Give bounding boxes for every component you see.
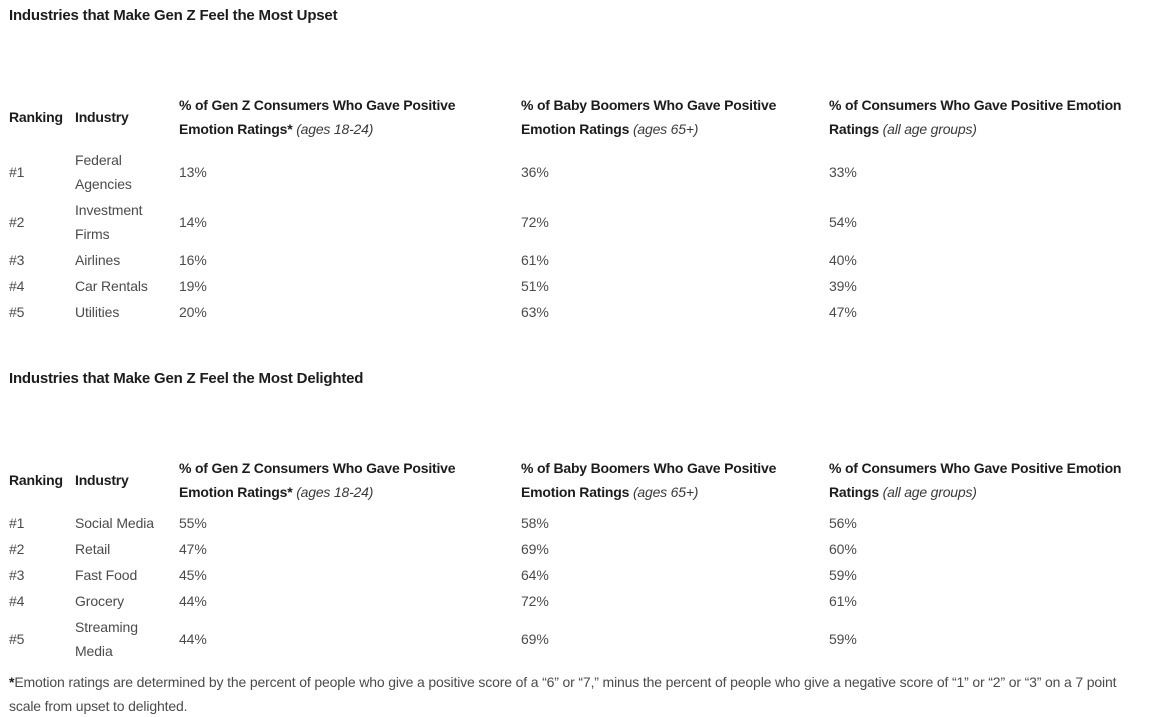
header-boomers-positive: % of Baby Boomers Who Gave Positive Emot…: [521, 456, 829, 504]
header-ranking: Ranking: [9, 109, 63, 125]
cell-ranking: #2: [9, 541, 25, 557]
header-ranking: Ranking: [9, 472, 63, 488]
upset-table-header-row: Ranking Industry % of Gen Z Consumers Wh…: [9, 92, 1144, 142]
table-row: #1 Social Media 55% 58% 56%: [9, 510, 1144, 536]
cell-boomers-pct: 61%: [521, 252, 549, 268]
header-all-consumers-label: % of Consumers Who Gave Positive Emotion…: [829, 97, 1122, 137]
cell-ranking: #5: [9, 304, 25, 320]
delighted-table-header-row: Ranking Industry % of Gen Z Consumers Wh…: [9, 455, 1144, 505]
cell-boomers-pct: 36%: [521, 164, 549, 180]
cell-ranking: #4: [9, 278, 25, 294]
cell-genz-pct: 19%: [179, 278, 207, 294]
table-row: #5 Streaming Media 44% 69% 59%: [9, 614, 1144, 664]
header-genz-positive: % of Gen Z Consumers Who Gave Positive E…: [179, 93, 521, 141]
cell-genz-pct: 20%: [179, 304, 207, 320]
cell-all-pct: 61%: [829, 593, 857, 609]
cell-industry: Investment Firms: [75, 202, 143, 242]
cell-industry: Fast Food: [75, 567, 138, 583]
header-all-consumers-label: % of Consumers Who Gave Positive Emotion…: [829, 460, 1122, 500]
upset-table: Ranking Industry % of Gen Z Consumers Wh…: [9, 92, 1144, 325]
footnote-asterisk: *: [9, 674, 15, 690]
cell-industry: Airlines: [75, 252, 121, 268]
header-industry: Industry: [75, 472, 129, 488]
cell-boomers-pct: 69%: [521, 541, 549, 557]
cell-boomers-pct: 58%: [521, 515, 549, 531]
table-row: #4 Car Rentals 19% 51% 39%: [9, 273, 1144, 299]
cell-ranking: #4: [9, 593, 25, 609]
cell-ranking: #2: [9, 214, 25, 230]
cell-all-pct: 33%: [829, 164, 857, 180]
cell-genz-pct: 55%: [179, 515, 207, 531]
delighted-table-title: Industries that Make Gen Z Feel the Most…: [9, 370, 364, 387]
cell-boomers-pct: 69%: [521, 631, 549, 647]
header-boomers-positive: % of Baby Boomers Who Gave Positive Emot…: [521, 93, 829, 141]
header-genz-label: % of Gen Z Consumers Who Gave Positive E…: [179, 97, 456, 137]
cell-boomers-pct: 72%: [521, 593, 549, 609]
header-boomers-label: % of Baby Boomers Who Gave Positive Emot…: [521, 460, 777, 500]
cell-all-pct: 60%: [829, 541, 857, 557]
table-row: #3 Fast Food 45% 64% 59%: [9, 562, 1144, 588]
emotion-ratings-footnote: *Emotion ratings are determined by the p…: [9, 670, 1142, 717]
table-row: #2 Retail 47% 69% 60%: [9, 536, 1144, 562]
cell-industry: Retail: [75, 541, 111, 557]
cell-all-pct: 47%: [829, 304, 857, 320]
header-boomers-age-note: (ages 65+): [632, 484, 699, 500]
table-row: #1 Federal Agencies 13% 36% 33%: [9, 147, 1144, 197]
cell-industry: Utilities: [75, 304, 120, 320]
cell-all-pct: 54%: [829, 214, 857, 230]
cell-all-pct: 56%: [829, 515, 857, 531]
header-boomers-label: % of Baby Boomers Who Gave Positive Emot…: [521, 97, 777, 137]
cell-ranking: #3: [9, 567, 25, 583]
cell-all-pct: 59%: [829, 567, 857, 583]
cell-industry: Streaming Media: [75, 619, 138, 659]
delighted-table: Ranking Industry % of Gen Z Consumers Wh…: [9, 455, 1144, 664]
cell-all-pct: 39%: [829, 278, 857, 294]
cell-industry: Car Rentals: [75, 278, 148, 294]
cell-boomers-pct: 64%: [521, 567, 549, 583]
table-row: #3 Airlines 16% 61% 40%: [9, 247, 1144, 273]
cell-all-pct: 40%: [829, 252, 857, 268]
header-boomers-age-note: (ages 65+): [632, 121, 699, 137]
header-genz-label: % of Gen Z Consumers Who Gave Positive E…: [179, 460, 456, 500]
cell-genz-pct: 16%: [179, 252, 207, 268]
header-all-consumers-age-note: (all age groups): [882, 484, 977, 500]
cell-genz-pct: 47%: [179, 541, 207, 557]
cell-genz-pct: 44%: [179, 593, 207, 609]
footnote-text: Emotion ratings are determined by the pe…: [9, 674, 1117, 714]
header-genz-age-note: (ages 18-24): [296, 121, 374, 137]
cell-all-pct: 59%: [829, 631, 857, 647]
cell-genz-pct: 13%: [179, 164, 207, 180]
cell-boomers-pct: 51%: [521, 278, 549, 294]
header-all-consumers-age-note: (all age groups): [882, 121, 977, 137]
cell-ranking: #1: [9, 515, 25, 531]
cell-genz-pct: 44%: [179, 631, 207, 647]
cell-ranking: #1: [9, 164, 25, 180]
cell-ranking: #3: [9, 252, 25, 268]
cell-ranking: #5: [9, 631, 25, 647]
cell-industry: Social Media: [75, 515, 154, 531]
table-row: #5 Utilities 20% 63% 47%: [9, 299, 1144, 325]
header-all-consumers-positive: % of Consumers Who Gave Positive Emotion…: [829, 93, 1137, 141]
header-all-consumers-positive: % of Consumers Who Gave Positive Emotion…: [829, 456, 1137, 504]
cell-industry: Federal Agencies: [75, 152, 132, 192]
cell-genz-pct: 14%: [179, 214, 207, 230]
table-row: #4 Grocery 44% 72% 61%: [9, 588, 1144, 614]
cell-genz-pct: 45%: [179, 567, 207, 583]
cell-boomers-pct: 72%: [521, 214, 549, 230]
header-genz-age-note: (ages 18-24): [296, 484, 374, 500]
cell-boomers-pct: 63%: [521, 304, 549, 320]
header-industry: Industry: [75, 109, 129, 125]
cell-industry: Grocery: [75, 593, 125, 609]
upset-table-title: Industries that Make Gen Z Feel the Most…: [9, 7, 338, 24]
header-genz-positive: % of Gen Z Consumers Who Gave Positive E…: [179, 456, 521, 504]
table-row: #2 Investment Firms 14% 72% 54%: [9, 197, 1144, 247]
